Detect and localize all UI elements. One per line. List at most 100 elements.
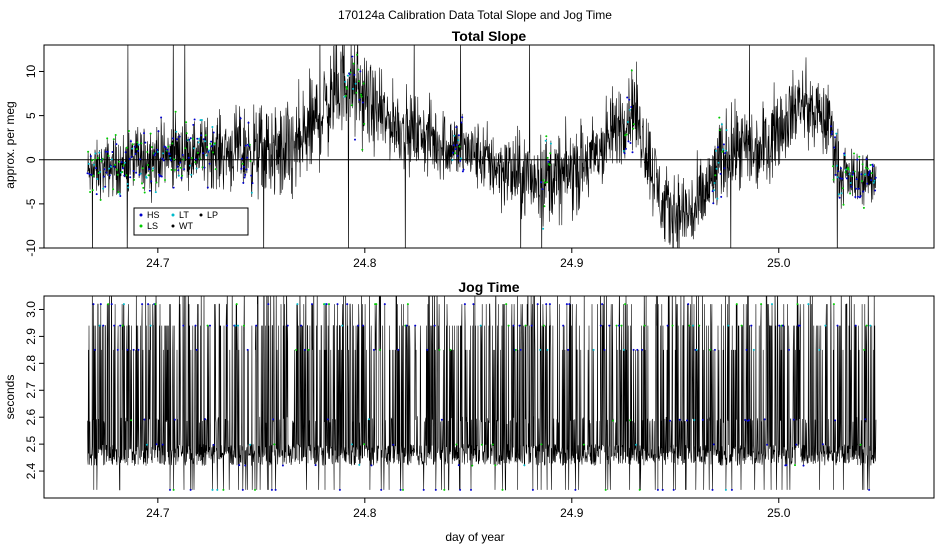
- point-LS: [214, 168, 217, 171]
- point-LS: [191, 157, 193, 159]
- point-LS: [406, 303, 409, 306]
- point-LT: [211, 488, 214, 491]
- point-HS: [130, 155, 133, 158]
- point-HS: [183, 168, 186, 171]
- legend-label-WT: WT: [179, 221, 193, 231]
- point-HS: [536, 303, 539, 306]
- point-LT: [837, 193, 840, 196]
- point-LS: [866, 167, 869, 170]
- point-HS: [132, 170, 135, 172]
- point-HS: [326, 418, 329, 421]
- point-HS: [353, 73, 356, 76]
- point-LS: [356, 53, 358, 56]
- point-LS: [832, 178, 835, 181]
- point-LT: [592, 348, 595, 351]
- point-HS: [405, 324, 408, 327]
- point-LT: [818, 348, 821, 351]
- point-HS: [132, 348, 135, 351]
- point-LS: [542, 324, 545, 327]
- point-HS: [372, 348, 375, 351]
- point-LT: [98, 151, 101, 154]
- point-HS: [459, 159, 462, 162]
- point-HS: [745, 348, 748, 351]
- point-HS: [712, 202, 715, 205]
- point-HS: [239, 117, 242, 120]
- point-LT: [162, 152, 165, 155]
- point-HS: [788, 348, 790, 351]
- point-LT: [341, 324, 344, 327]
- point-HS: [716, 146, 719, 149]
- point-HS: [362, 324, 364, 327]
- point-HS: [854, 196, 857, 198]
- point-HS: [243, 176, 246, 179]
- point-HS: [189, 137, 192, 140]
- point-HS: [346, 303, 349, 306]
- jog-time-x-tick-label: 25.0: [767, 506, 791, 520]
- point-LT: [546, 348, 549, 351]
- point-LS: [121, 171, 124, 173]
- point-HS: [440, 418, 443, 421]
- point-LS: [212, 151, 214, 154]
- point-LT: [479, 324, 482, 327]
- point-LT: [622, 348, 625, 351]
- point-HS: [361, 101, 364, 104]
- point-LS: [443, 488, 446, 491]
- point-HS: [247, 121, 250, 124]
- point-LT: [190, 173, 193, 176]
- point-LS: [718, 129, 721, 132]
- point-HS: [623, 152, 626, 155]
- point-HS: [102, 175, 105, 178]
- point-LS: [106, 137, 109, 140]
- point-HS: [457, 134, 460, 137]
- point-LS: [714, 174, 717, 177]
- point-HS: [115, 143, 118, 146]
- point-HS: [104, 150, 107, 153]
- point-LS: [542, 179, 545, 182]
- point-LT: [539, 348, 542, 351]
- point-HS: [314, 464, 317, 467]
- point-HS: [686, 419, 688, 422]
- point-LT: [869, 324, 872, 327]
- point-HS: [461, 116, 464, 119]
- point-HS: [821, 443, 824, 446]
- point-LS: [154, 303, 157, 306]
- point-HS: [311, 303, 313, 306]
- point-HS: [119, 324, 122, 327]
- total-slope-traces: [44, 45, 934, 248]
- point-HS: [871, 163, 874, 166]
- point-HS: [179, 161, 182, 164]
- point-LT: [717, 161, 720, 164]
- point-LS: [97, 157, 99, 159]
- point-HS: [833, 146, 836, 149]
- point-LS: [688, 324, 691, 327]
- point-HS: [202, 138, 205, 141]
- point-HS: [169, 488, 171, 491]
- point-LS: [130, 419, 133, 422]
- point-HS: [120, 161, 123, 164]
- point-HS: [204, 418, 207, 421]
- point-HS: [153, 154, 156, 157]
- point-HS: [838, 196, 841, 199]
- point-LS: [141, 182, 143, 185]
- point-HS: [241, 157, 243, 160]
- point-LS: [360, 93, 362, 96]
- point-HS: [143, 418, 146, 421]
- point-HS: [354, 138, 356, 141]
- point-LT: [725, 129, 728, 132]
- point-LT: [771, 303, 773, 306]
- point-HS: [837, 170, 840, 173]
- total-slope-trace: [87, 45, 877, 248]
- point-HS: [540, 181, 543, 184]
- point-LT: [695, 348, 698, 351]
- point-HS: [857, 195, 859, 198]
- point-LT: [368, 418, 370, 421]
- point-LS: [543, 205, 546, 208]
- point-HS: [857, 187, 860, 190]
- point-HS: [300, 324, 303, 327]
- point-HS: [628, 98, 631, 101]
- point-LS: [832, 303, 835, 306]
- point-HS: [182, 324, 185, 327]
- point-HS: [868, 170, 871, 173]
- point-LS: [544, 181, 546, 184]
